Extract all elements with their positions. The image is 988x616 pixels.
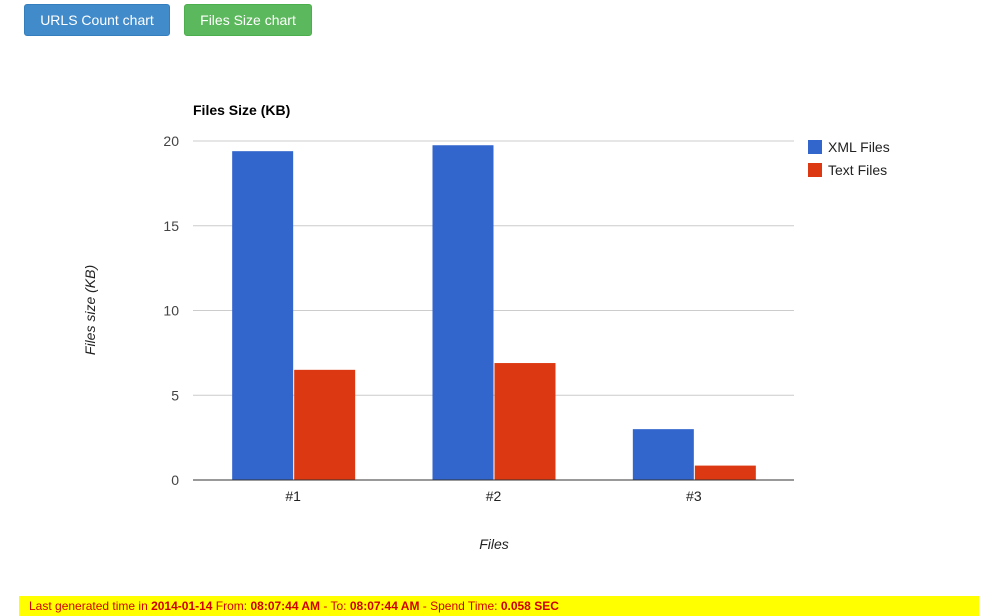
footer-prefix: Last generated time in: [29, 599, 152, 613]
bar-xml-3[interactable]: [632, 429, 694, 480]
x-tick-label: #2: [486, 488, 502, 504]
y-tick-label: 20: [163, 133, 179, 149]
legend-label[interactable]: XML Files: [828, 139, 890, 155]
footer-date: 2014-01-14: [151, 599, 213, 613]
legend-label[interactable]: Text Files: [828, 162, 887, 178]
bar-xml-2[interactable]: [432, 145, 494, 481]
urls-count-chart-button[interactable]: URLS Count chart: [24, 4, 170, 36]
generation-info-bar: Last generated time in 2014-01-14 From: …: [19, 596, 979, 616]
y-tick-label: 0: [171, 472, 179, 488]
x-axis-label: Files: [479, 536, 509, 552]
files-size-chart-button[interactable]: Files Size chart: [184, 4, 312, 36]
x-tick-label: #1: [285, 488, 301, 504]
bar-text-3[interactable]: [694, 465, 756, 480]
bar-text-2[interactable]: [494, 363, 556, 480]
footer-to-label: - To:: [320, 599, 350, 613]
footer-spend-value: 0.058 SEC: [500, 599, 559, 613]
legend-swatch-xml: [808, 140, 822, 154]
chart-title: Files Size (KB): [193, 102, 290, 118]
x-axis-ticks: #1 #2 #3: [285, 488, 701, 504]
footer-spend-label: - Spend Time:: [419, 599, 501, 613]
footer-to-time: 08:07:44 AM: [349, 599, 420, 613]
x-tick-label: #3: [686, 488, 702, 504]
legend: XML Files Text Files: [808, 139, 890, 178]
files-size-chart: Files Size (KB) 0 5 10 15 20 #1 #2 #3 Files Fi…: [82, 102, 890, 552]
bars: [232, 145, 756, 481]
bar-xml-1[interactable]: [232, 151, 294, 481]
y-tick-label: 5: [171, 387, 179, 403]
y-tick-label: 15: [163, 218, 179, 234]
y-axis-label: Files size (KB): [82, 265, 98, 355]
bar-text-1[interactable]: [294, 369, 356, 480]
y-axis-ticks: 0 5 10 15 20: [163, 133, 179, 488]
legend-swatch-text: [808, 163, 822, 177]
footer-from-time: 08:07:44 AM: [250, 599, 321, 613]
y-tick-label: 10: [163, 303, 179, 319]
footer-from-label: From:: [212, 599, 251, 613]
